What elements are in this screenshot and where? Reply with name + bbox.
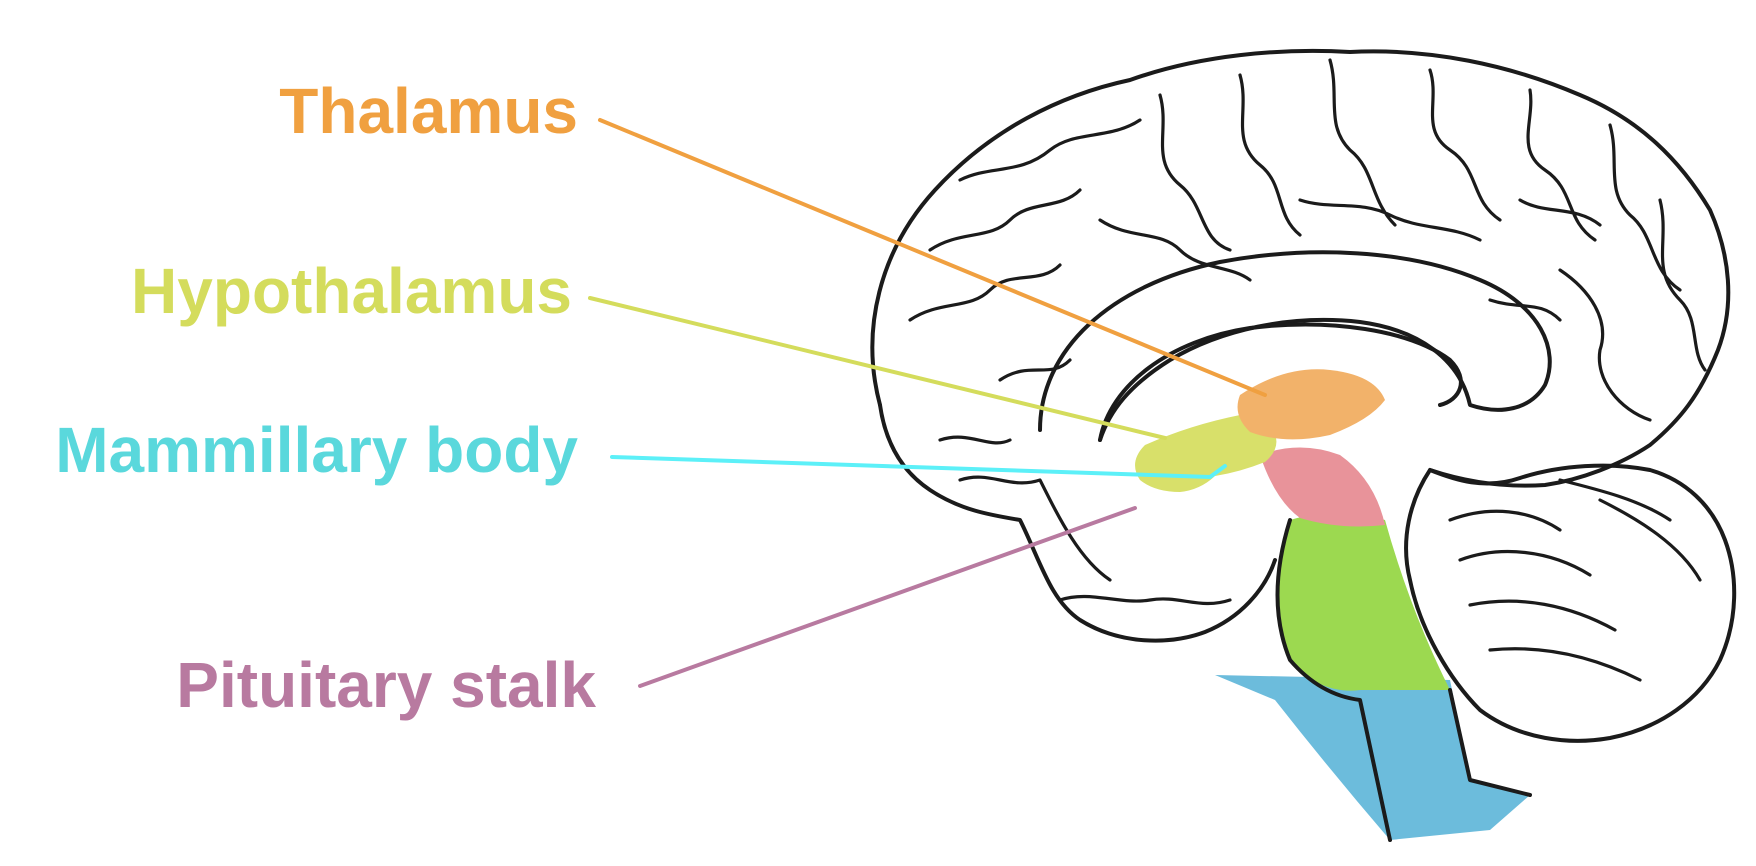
brain-drawing: [870, 48, 1737, 842]
corpus-callosum-outline: [1038, 250, 1552, 442]
mammillary-body-leader-line: [610, 455, 1227, 480]
hypothalamus-label: Hypothalamus: [131, 255, 572, 327]
cerebral-gyri: [908, 58, 1707, 606]
medulla-region: [1277, 512, 1450, 691]
cerebellum-outline: [1404, 463, 1737, 743]
pituitary-stalk-label: Pituitary stalk: [176, 649, 596, 721]
hypothalamus-region: [1135, 415, 1277, 492]
thalamus-label: Thalamus: [279, 75, 578, 147]
cerebrum-outline: [870, 48, 1731, 488]
pons-region: [1260, 447, 1385, 527]
thalamus-region: [1237, 369, 1385, 440]
pituitary-stalk-leader-line: [638, 506, 1137, 688]
fornix-outline: [1098, 322, 1463, 442]
mammillary-body-label: Mammillary body: [55, 414, 578, 486]
hypothalamus-leader-line: [588, 296, 1167, 440]
cerebellum-folia: [1448, 478, 1702, 682]
thalamus-leader-line: [598, 118, 1267, 397]
temporal-lobe-outline: [878, 403, 1277, 643]
brainstem-outline: [1275, 518, 1532, 842]
